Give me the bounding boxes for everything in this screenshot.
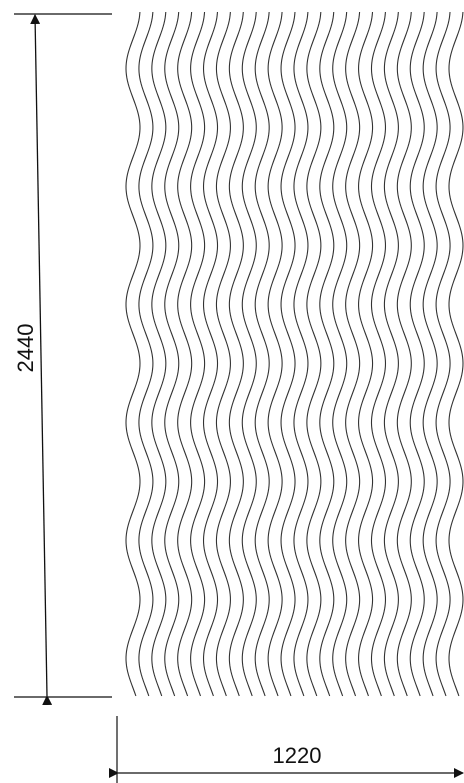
- wave-line: [435, 11, 451, 697]
- wave-line: [125, 11, 141, 697]
- wave-line: [267, 11, 283, 697]
- wave-line: [383, 11, 399, 697]
- wave-line: [241, 11, 257, 697]
- wave-line: [215, 11, 231, 697]
- wave-line: [280, 11, 296, 697]
- wave-line: [254, 11, 270, 697]
- wave-line: [177, 11, 193, 697]
- wavy-panel: [125, 11, 464, 697]
- wave-line: [138, 11, 154, 697]
- wave-line: [396, 11, 412, 697]
- wave-line: [190, 11, 206, 697]
- wave-line: [293, 11, 309, 697]
- wave-line: [422, 11, 438, 697]
- wave-line: [164, 11, 180, 697]
- wave-line: [370, 11, 387, 697]
- width-dimension-label: 1220: [273, 743, 322, 768]
- wave-line: [319, 11, 335, 697]
- wave-line: [345, 11, 361, 697]
- wave-line: [358, 11, 374, 697]
- wave-line: [228, 11, 244, 697]
- wave-line: [409, 11, 425, 697]
- wave-line: [202, 11, 219, 697]
- height-dimension-line: [30, 14, 53, 706]
- wave-line: [151, 11, 167, 697]
- wave-line: [306, 11, 322, 697]
- height-dimension-label: 2440: [13, 324, 38, 373]
- wave-line: [448, 11, 464, 697]
- wave-line: [332, 11, 348, 697]
